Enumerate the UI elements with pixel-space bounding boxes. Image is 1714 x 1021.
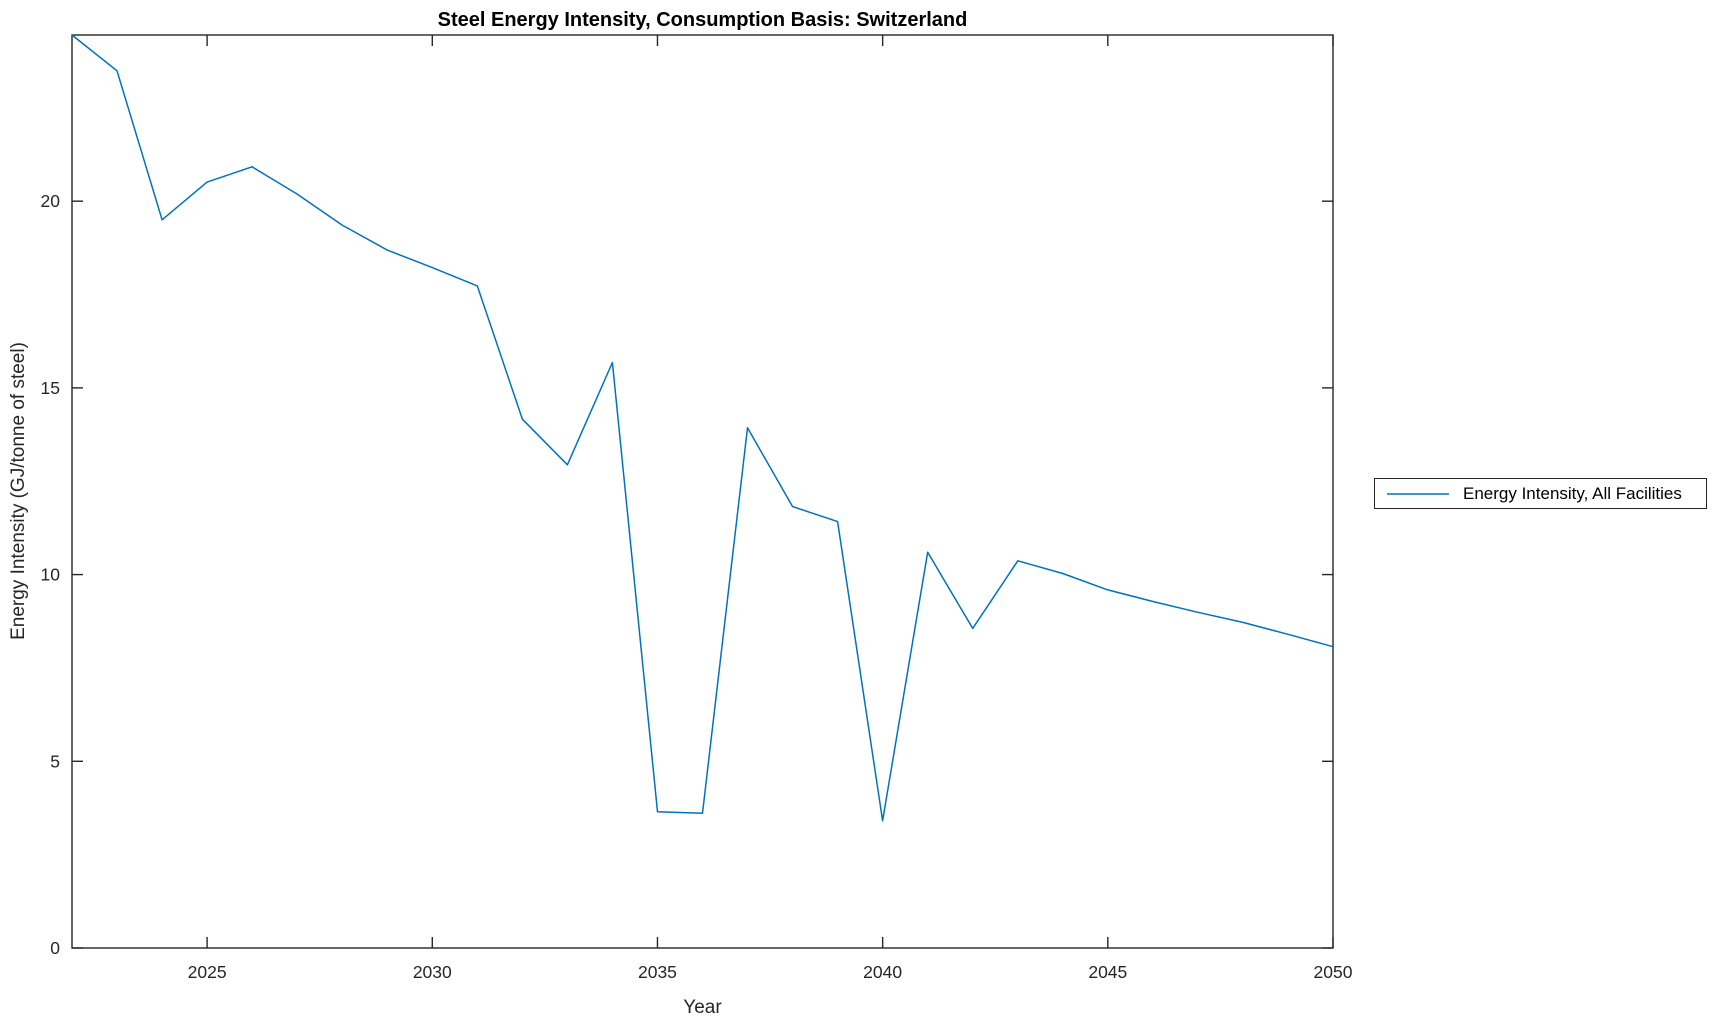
x-axis-label: Year xyxy=(683,997,722,1018)
x-tick-label: 2045 xyxy=(1088,962,1127,982)
x-tick-label: 2025 xyxy=(188,962,227,982)
series-line xyxy=(71,34,1334,822)
y-tick-label: 10 xyxy=(41,565,61,585)
x-tick-label: 2040 xyxy=(863,962,902,982)
x-tick-label: 2030 xyxy=(413,962,452,982)
legend-item-label: Energy Intensity, All Facilities xyxy=(1463,483,1682,503)
y-tick-label: 15 xyxy=(41,378,60,398)
x-tick-label: 2035 xyxy=(638,962,677,982)
y-tick-label: 20 xyxy=(41,191,61,211)
plot-series xyxy=(71,34,1334,822)
plot-box xyxy=(71,34,1334,949)
legend-box: Energy Intensity, All Facilities xyxy=(1374,478,1707,509)
chart-title: Steel Energy Intensity, Consumption Basi… xyxy=(438,9,968,31)
y-axis-label: Energy Intensity (GJ/tonne of steel) xyxy=(8,342,29,640)
y-tick-label: 0 xyxy=(50,938,60,958)
axes: 2025 2030 2035 2040 2045 2050 0 5 10 15 20 xyxy=(41,34,1353,982)
legend-line-icon xyxy=(1387,492,1449,495)
y-tick-label: 5 xyxy=(50,751,60,771)
x-tick-label: 2050 xyxy=(1314,962,1353,982)
